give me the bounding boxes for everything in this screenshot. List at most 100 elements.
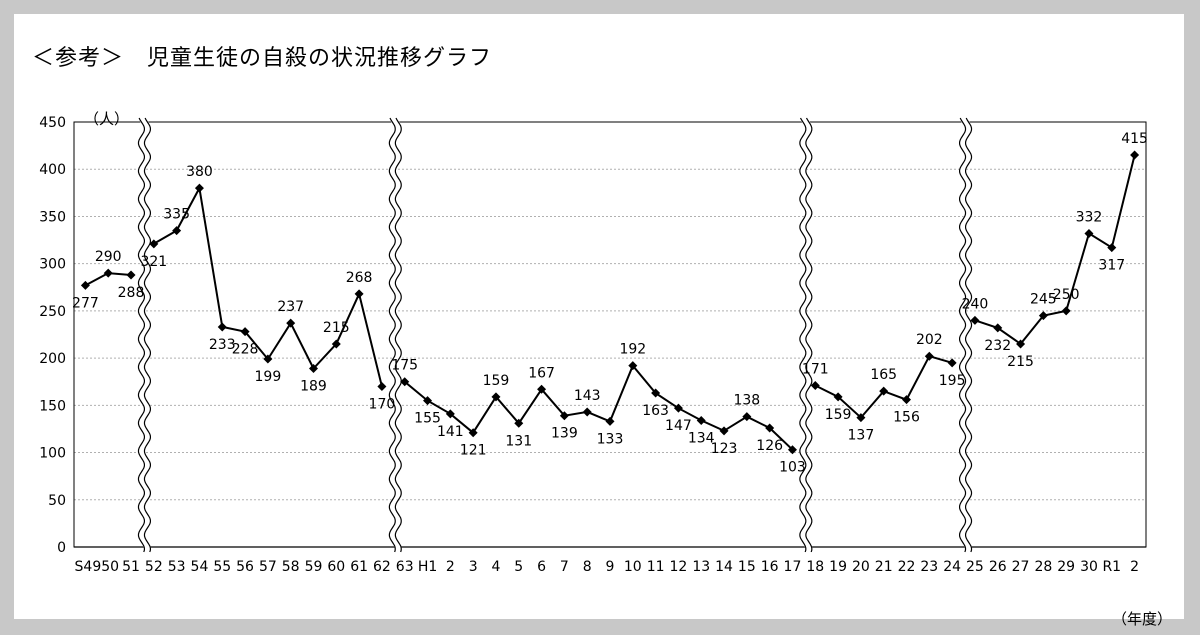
data-label: 170 [369,396,396,412]
x-tick-label: 2 [1130,559,1139,575]
x-tick-label: 6 [537,559,546,575]
x-tick-label: 9 [606,559,615,575]
x-tick-label: 4 [491,559,500,575]
data-label: 134 [688,430,715,446]
data-point [126,270,136,280]
x-tick-label: 57 [259,559,277,575]
x-tick-label: 13 [692,559,710,575]
y-tick-label: 200 [39,351,66,367]
data-label: 137 [848,428,875,444]
axis-break-line [137,117,145,553]
x-tick-label: 7 [560,559,569,575]
data-point [1107,243,1117,253]
x-tick-label: 22 [898,559,916,575]
x-tick-label: 18 [806,559,824,575]
data-point [308,364,318,373]
x-tick-label: 30 [1080,559,1098,575]
data-label: 143 [574,388,601,404]
x-tick-label: 56 [236,559,254,575]
data-label: 195 [939,373,966,389]
axis-break-gap [138,116,151,554]
data-label: 290 [95,249,122,265]
data-point [263,354,273,364]
axis-break-line [799,117,807,553]
axis-break-line [805,117,813,553]
series-line [974,154,1136,346]
data-point [628,361,638,371]
data-point [1016,339,1026,349]
data-label: 133 [597,431,624,447]
data-point [1061,306,1071,316]
data-label: 215 [1007,354,1034,370]
x-tick-label: 58 [282,559,300,575]
x-tick-label: 54 [191,559,209,575]
data-point [149,239,159,249]
y-tick-label: 300 [39,257,66,273]
data-label: 268 [346,270,373,286]
chart-title: ＜参考＞ 児童生徒の自殺の状況推移グラフ [32,46,493,71]
x-tick-label: H1 [418,559,437,575]
data-label: 288 [118,285,145,301]
data-point [286,318,296,328]
x-tick-label: 60 [327,559,345,575]
data-label: 103 [779,460,806,476]
axis-break-line [394,117,402,553]
data-point [696,415,706,425]
y-axis-unit: （人） [84,110,130,128]
data-point [491,392,501,402]
x-tick-label: 27 [1012,559,1030,575]
x-tick-label: 55 [213,559,231,575]
data-point [833,392,843,402]
data-label: 121 [460,443,487,459]
x-tick-label: 8 [583,559,592,575]
data-label: 139 [551,426,578,442]
x-tick-label: 24 [943,559,961,575]
x-tick-label: 63 [396,559,414,575]
data-point [445,409,455,419]
data-point [719,426,729,436]
data-point [217,322,227,332]
x-tick-label: 16 [761,559,779,575]
y-tick-label: 450 [39,115,66,131]
data-point [468,428,478,438]
y-tick-label: 400 [39,162,66,178]
data-point [1084,228,1094,238]
data-point [354,289,364,299]
data-point [970,315,980,325]
data-label: 380 [186,164,213,180]
data-label: 155 [414,411,441,427]
x-tick-label: 51 [122,559,140,575]
data-point [331,339,341,349]
axis-break-gap [388,116,402,553]
series-line [404,363,794,451]
data-label: 167 [528,365,555,381]
data-label: 232 [984,338,1011,354]
data-label: 163 [642,403,669,419]
data-point [172,226,182,236]
data-point [787,445,797,455]
data-label: 317 [1098,258,1125,274]
data-label: 165 [870,367,897,383]
data-label: 138 [733,393,760,409]
axis-break-line [959,117,967,553]
data-point [80,280,90,290]
x-tick-label: 59 [305,559,323,575]
y-tick-label: 350 [39,209,66,225]
axis-break-line [143,117,151,553]
axis-break-gap [799,116,813,554]
data-label: 202 [916,332,943,348]
data-point [651,388,661,398]
data-label: 415 [1121,131,1148,147]
axis-break-gap [959,116,972,554]
data-label: 123 [711,441,738,457]
data-label: 156 [893,410,920,426]
x-tick-label: S4950 [75,559,120,575]
x-tick-label: 10 [624,559,642,575]
data-point [993,323,1003,333]
data-point [1130,150,1140,160]
x-tick-label: 26 [989,559,1007,575]
data-label: 245 [1030,292,1057,308]
data-label: 233 [209,337,236,353]
data-label: 131 [505,433,532,449]
